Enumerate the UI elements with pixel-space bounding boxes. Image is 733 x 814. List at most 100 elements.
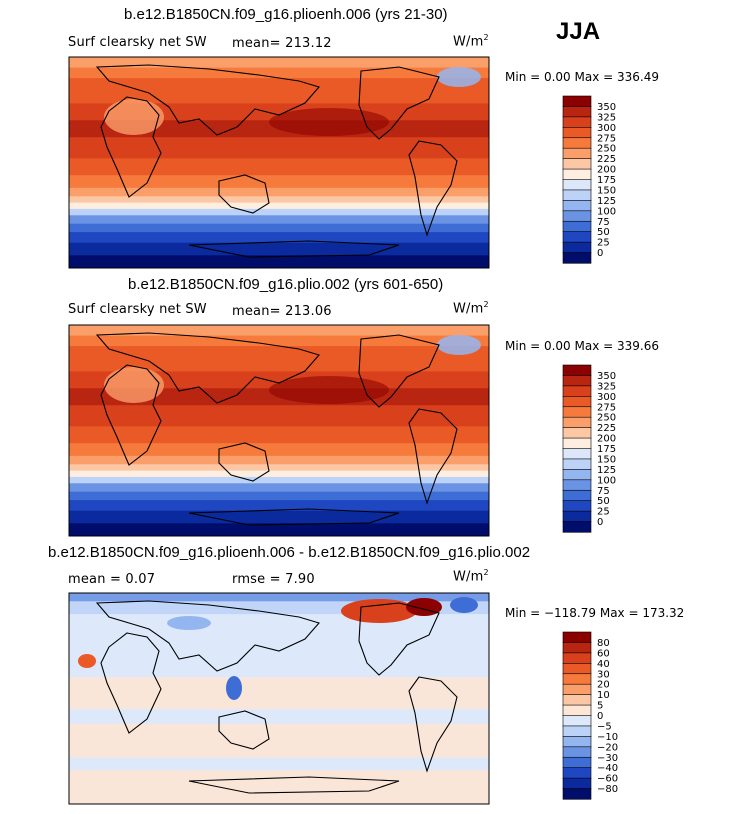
colorbar-label: 125 xyxy=(597,196,616,207)
field-band xyxy=(69,476,489,484)
colorbar-box xyxy=(562,179,592,191)
panel3-map-frame xyxy=(68,592,490,805)
colorbar-label: 75 xyxy=(597,486,610,497)
colorbar-label: 275 xyxy=(597,133,616,144)
colorbar-box xyxy=(562,746,592,758)
colorbar-label: 25 xyxy=(597,507,610,518)
coastline xyxy=(188,508,400,526)
colorbar-box xyxy=(562,448,592,460)
colorbar-box xyxy=(562,756,592,769)
panel2-min-max: Min = 0.00 Max = 339.66 xyxy=(505,339,659,353)
colorbar-box xyxy=(562,652,592,664)
field-patch xyxy=(450,597,478,613)
colorbar-box xyxy=(562,427,592,439)
colorbar-label: 150 xyxy=(597,454,616,465)
field-band xyxy=(69,137,489,159)
colorbar-box xyxy=(562,788,592,800)
coastline xyxy=(408,140,458,237)
colorbar-box xyxy=(562,231,592,243)
colorbar-label: 50 xyxy=(597,496,610,507)
colorbar-box xyxy=(562,694,592,706)
panel1-variable-label: Surf clearsky net SW xyxy=(68,35,207,50)
colorbar-box xyxy=(562,631,592,644)
coastline xyxy=(218,174,270,214)
colorbar-label: 0 xyxy=(597,517,603,528)
colorbar-box xyxy=(562,385,592,397)
colorbar-label: 30 xyxy=(597,669,610,680)
colorbar-label: 200 xyxy=(597,434,616,445)
coastline xyxy=(358,334,440,408)
colorbar-box xyxy=(562,469,592,481)
colorbar-label: −20 xyxy=(597,742,618,753)
coastline xyxy=(188,240,400,258)
field-band xyxy=(69,325,489,337)
colorbar-label: 150 xyxy=(597,185,616,196)
colorbar-label: 0 xyxy=(597,248,603,259)
panel2-units: W/m2 xyxy=(453,300,489,317)
coastline xyxy=(188,776,400,794)
field-band xyxy=(69,464,489,472)
field-patch xyxy=(269,108,389,136)
colorbar-label: 350 xyxy=(597,371,616,382)
colorbar-label: 250 xyxy=(597,144,616,155)
field-band xyxy=(69,196,489,204)
field-band xyxy=(69,593,489,602)
colorbar-label: 100 xyxy=(597,206,616,217)
field-patch xyxy=(78,654,96,668)
field-band xyxy=(69,67,489,79)
field-band xyxy=(69,232,489,244)
colorbar-label: −60 xyxy=(597,774,618,785)
panel2-variable-label: Surf clearsky net SW xyxy=(68,302,207,317)
season-label: JJA xyxy=(556,18,601,45)
colorbar-label: 5 xyxy=(597,701,603,712)
field-band xyxy=(69,223,489,233)
colorbar-label: 40 xyxy=(597,659,610,670)
field-band xyxy=(69,483,489,493)
panel1-units: W/m2 xyxy=(453,33,489,50)
panel3-title: b.e12.B1850CN.f09_g16.plioenh.006 - b.e1… xyxy=(48,544,531,561)
colorbar-label: −5 xyxy=(597,721,612,732)
coastline xyxy=(100,96,162,198)
colorbar-box xyxy=(562,406,592,418)
field-patch xyxy=(104,367,164,403)
coastline xyxy=(100,632,162,734)
panel2-title: b.e12.B1850CN.f09_g16.plio.002 (yrs 601-… xyxy=(128,276,444,293)
colorbar-box xyxy=(562,106,592,118)
colorbar-label: 275 xyxy=(597,402,616,413)
colorbar-label: 225 xyxy=(597,423,616,434)
colorbar-box xyxy=(562,210,592,222)
colorbar-label: 10 xyxy=(597,690,610,701)
colorbar-box xyxy=(562,416,592,429)
colorbar-box xyxy=(562,715,592,727)
field-band xyxy=(69,405,489,427)
colorbar-label: 225 xyxy=(597,154,616,165)
colorbar-label: 0 xyxy=(597,711,603,722)
colorbar-box xyxy=(562,127,592,139)
coastline xyxy=(408,676,458,773)
panel1-mean-label: mean= 213.12 xyxy=(232,36,332,51)
colorbar-box xyxy=(562,158,592,170)
field-band xyxy=(69,677,489,710)
colorbar-box xyxy=(562,500,592,512)
panel2-map-field xyxy=(69,325,489,537)
field-band xyxy=(69,57,489,69)
colorbar-box xyxy=(562,220,592,233)
field-patch xyxy=(167,616,211,630)
colorbar-box xyxy=(562,137,592,149)
colorbar-label: 75 xyxy=(597,217,610,228)
colorbar-label: −40 xyxy=(597,763,618,774)
colorbar-box xyxy=(562,642,592,654)
colorbar-box xyxy=(562,704,592,717)
colorbar-box xyxy=(562,116,592,128)
panel1-title: b.e12.B1850CN.f09_g16.plioenh.006 (yrs 2… xyxy=(124,6,448,23)
panel2-coastlines xyxy=(95,332,458,526)
field-band xyxy=(69,242,489,256)
colorbar-box xyxy=(562,663,592,675)
field-band xyxy=(69,208,489,216)
colorbar-box xyxy=(562,458,592,470)
field-band xyxy=(69,770,489,804)
colorbar-box xyxy=(562,396,592,408)
coastline xyxy=(408,408,458,505)
field-patch xyxy=(269,376,389,404)
colorbar-label: 325 xyxy=(597,112,616,123)
